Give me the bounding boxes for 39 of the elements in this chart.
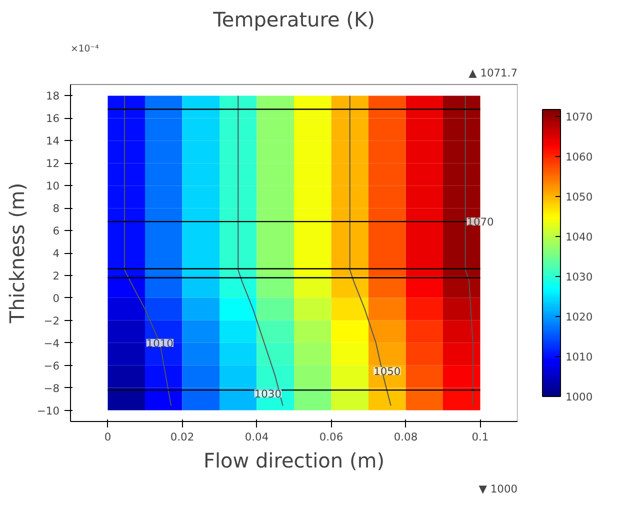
color-bar-label: 1040 bbox=[566, 230, 593, 244]
y-tick-label: 12 bbox=[46, 157, 60, 170]
text: ▼ 1000 bbox=[478, 482, 518, 496]
y-tick-label: −2 bbox=[44, 314, 60, 328]
y-tick-label: −6 bbox=[44, 359, 60, 372]
color-bar-label: 1030 bbox=[566, 270, 593, 284]
color-bar-label: 1010 bbox=[566, 350, 593, 364]
x-tick-label: 0.06 bbox=[319, 430, 344, 444]
x-tick-label: 0 bbox=[104, 430, 112, 444]
y-tick-label: 8 bbox=[52, 202, 60, 216]
y-tick-label: 18 bbox=[46, 90, 60, 103]
annotation: 1070 bbox=[466, 216, 494, 229]
text: ▲ 1071.7 bbox=[468, 66, 518, 80]
x-tick-label: 0.04 bbox=[244, 430, 269, 444]
color-bar-label: 1000 bbox=[566, 390, 593, 404]
color-bar-label: 1050 bbox=[566, 190, 593, 204]
text: ×10⁻⁴ bbox=[70, 44, 100, 54]
annotation: 1030 bbox=[254, 387, 282, 400]
y-axis-title: Thickness (m) bbox=[5, 182, 30, 324]
y-tick-label: 2 bbox=[52, 269, 60, 282]
x-tick-label: 0.08 bbox=[394, 430, 418, 444]
y-tick-label: 0 bbox=[52, 292, 60, 305]
chart-title: Temperature (K) bbox=[212, 8, 375, 32]
x-tick-label: 0.02 bbox=[170, 430, 194, 444]
y-tick-label: 16 bbox=[46, 112, 60, 126]
y-tick-label: −4 bbox=[44, 336, 60, 350]
color-bar-label: 1060 bbox=[566, 150, 593, 164]
annotation: 1050 bbox=[374, 364, 401, 378]
y-tick-label: 6 bbox=[52, 224, 60, 238]
y-tick-label: −10 bbox=[37, 404, 60, 418]
y-tick-label: 10 bbox=[46, 180, 60, 193]
x-tick-label: 0.1 bbox=[472, 430, 489, 444]
y-tick-label: 14 bbox=[46, 134, 60, 148]
annotation: 1010 bbox=[146, 336, 174, 350]
y-tick-label: 4 bbox=[52, 247, 60, 260]
y-tick-label: −8 bbox=[44, 382, 60, 395]
x-axis-title: Flow direction (m) bbox=[203, 448, 385, 472]
color-bar-label: 1020 bbox=[566, 310, 593, 324]
color-bar-label: 1070 bbox=[566, 110, 593, 124]
